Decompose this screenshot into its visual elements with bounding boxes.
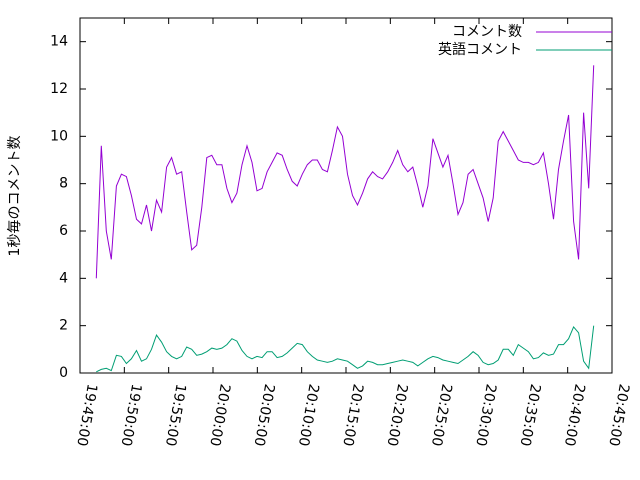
- series-line: [95, 65, 595, 279]
- x-tick-label: 20:00:00: [206, 383, 233, 448]
- x-tick-label: 20:40:00: [561, 383, 588, 448]
- y-tick-label: 12: [50, 81, 68, 97]
- y-tick-label: 14: [50, 34, 68, 50]
- legend-label: 英語コメント: [438, 41, 522, 58]
- x-tick-label: 20:25:00: [428, 383, 455, 448]
- x-tick-label: 20:35:00: [517, 383, 544, 448]
- x-tick-label: 20:05:00: [251, 383, 278, 448]
- y-tick-label: 8: [59, 176, 68, 192]
- y-tick-label: 0: [59, 365, 68, 381]
- x-tick-label: 20:10:00: [295, 383, 322, 448]
- x-tick-label: 20:15:00: [339, 383, 366, 448]
- legend-label: コメント数: [452, 24, 522, 40]
- x-tick-label: 20:45:00: [605, 383, 632, 448]
- x-tick-label: 19:55:00: [162, 383, 189, 448]
- y-tick-label: 6: [59, 223, 68, 239]
- x-tick-label: 20:20:00: [384, 383, 411, 448]
- x-tick-label: 19:50:00: [118, 383, 145, 448]
- x-tick-label: 20:30:00: [472, 383, 499, 448]
- y-axis-label: 1秒毎のコメント数: [7, 136, 23, 257]
- x-tick-label: 19:45:00: [73, 383, 100, 448]
- y-tick-label: 2: [59, 318, 68, 334]
- y-tick-label: 4: [59, 270, 68, 286]
- y-tick-label: 10: [50, 128, 68, 144]
- plot-frame: [79, 17, 613, 374]
- series-line: [96, 325, 595, 373]
